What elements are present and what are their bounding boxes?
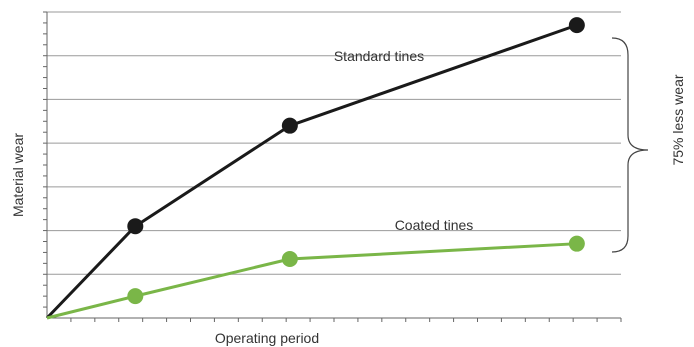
gridlines <box>47 11 621 275</box>
x-axis-label: Operating period <box>215 330 319 346</box>
series-line-1 <box>46 242 577 320</box>
axis-ticks <box>43 11 622 322</box>
series <box>45 17 585 320</box>
data-point-1-2 <box>281 250 298 267</box>
series-line-0 <box>45 23 578 320</box>
data-point-0-3 <box>568 17 585 34</box>
y-axis-label: Material wear <box>10 133 26 217</box>
series-label-coated: Coated tines <box>395 217 474 233</box>
series-label-standard: Standard tines <box>334 48 424 64</box>
data-point-1-1 <box>127 288 144 305</box>
data-point-0-1 <box>127 218 144 235</box>
data-point-0-2 <box>281 117 298 134</box>
data-point-1-3 <box>568 235 585 252</box>
wear-reduction-annotation: 75% less wear <box>670 74 686 165</box>
wear-reduction-brace <box>611 37 649 253</box>
